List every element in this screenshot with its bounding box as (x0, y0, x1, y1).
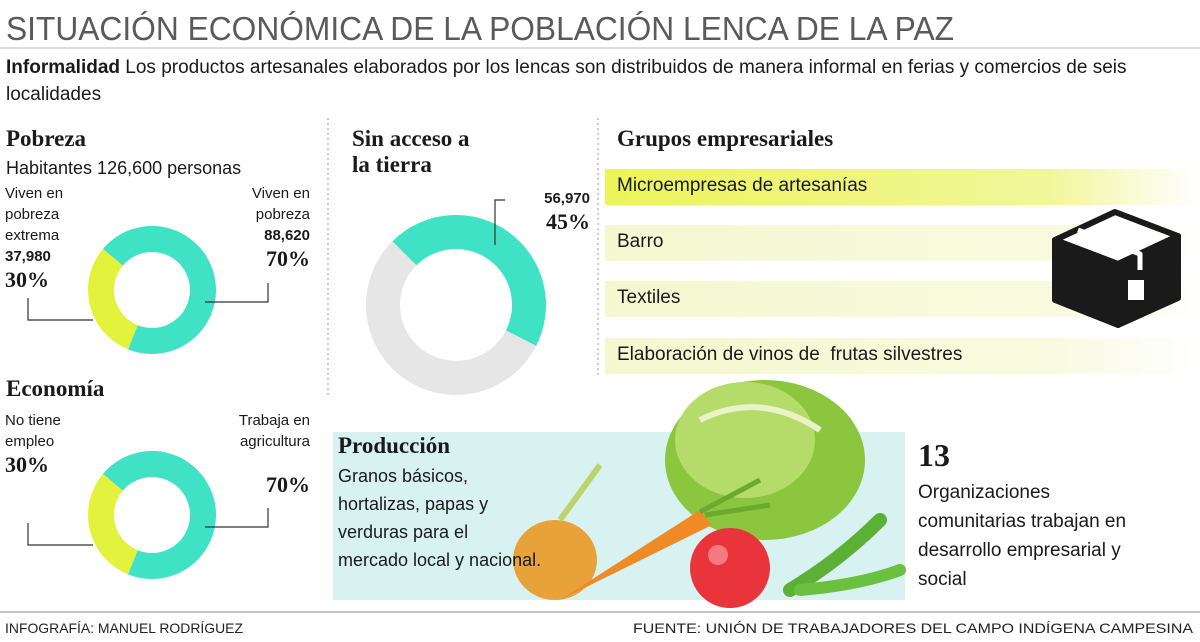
leader-line (205, 283, 269, 303)
leader-line (494, 199, 505, 245)
category-label: Trabaja en agricultura (238, 412, 310, 450)
value-label: 70% (266, 472, 310, 497)
value-label: 30% (5, 267, 49, 292)
chart-title: Pobreza (6, 126, 87, 151)
segment-label: Viven en pobreza 88,620 70% (224, 183, 310, 272)
count-label: 88,620 (264, 227, 310, 244)
groups-title: Grupos empresariales (617, 126, 834, 151)
lead-text: Los productos artesanales elaborados por… (6, 57, 1127, 105)
credit: INFOGRAFÍA: MANUEL RODRÍGUEZ (5, 620, 243, 636)
category-label: No tiene empleo (5, 412, 61, 450)
chart-title: Sin acceso a la tierra (352, 126, 470, 177)
donut-segment (392, 214, 547, 346)
value-label: 70% (266, 246, 310, 271)
org-text: Organizaciones comunitarias trabajan en … (918, 482, 1127, 590)
donut-segment (366, 241, 537, 395)
box-icon (1052, 209, 1181, 328)
leader-line (205, 508, 269, 528)
group-item: Elaboración de vinos de frutas silvestre… (617, 344, 963, 365)
production-title: Producción (338, 433, 451, 458)
donut-segment (102, 226, 216, 354)
lead-label: Informalidad (6, 57, 121, 78)
donut-segment (102, 451, 216, 579)
count-label: 37,980 (5, 248, 51, 265)
segment-label: Trabaja en agricultura 70% (224, 410, 310, 498)
item-band (605, 338, 1197, 374)
leader-line (27, 298, 93, 321)
vegetables (513, 380, 906, 608)
page-title: SITUACIÓN ECONÓMICA DE LA POBLACIÓN LENC… (6, 10, 954, 47)
leader-line (27, 523, 93, 546)
segment-label: Viven en pobreza extrema 37,980 30% (5, 183, 91, 293)
value-label: 45% (546, 209, 590, 234)
donut-segment (88, 248, 138, 350)
category-label: Viven en pobreza extrema (5, 185, 64, 244)
chart-title: Economía (6, 376, 105, 401)
category-label: Viven en pobreza (251, 185, 310, 223)
group-item: Textiles (617, 287, 681, 308)
production-text: Granos básicos, hortalizas, papas y verd… (338, 466, 542, 570)
donut-segment (88, 473, 138, 575)
value-label: 30% (5, 452, 49, 477)
group-item: Barro (617, 231, 664, 252)
segment-label: No tiene empleo 30% (5, 410, 91, 478)
source: FUENTE: UNIÓN DE TRABAJADORES DEL CAMPO … (633, 620, 1194, 636)
org-count: 13 (918, 437, 950, 473)
segment-label: 56,970 45% (504, 188, 590, 235)
count-label: 56,970 (544, 190, 590, 207)
group-item: Microempresas de artesanías (617, 175, 868, 196)
chart-subtitle: Habitantes 126,600 personas (6, 158, 242, 178)
item-band (605, 169, 1197, 205)
lead: Informalidad Los productos artesanales e… (6, 54, 1176, 108)
